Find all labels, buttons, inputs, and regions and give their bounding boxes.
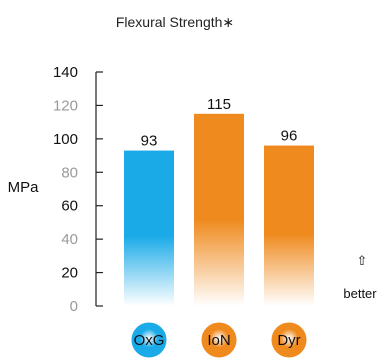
category-badges-group: OxG IoN Dyr <box>131 322 307 358</box>
y-tick-label: 60 <box>61 198 78 215</box>
value-label-ion: 115 <box>207 96 231 113</box>
category-label-ion: IoN <box>207 332 230 349</box>
category-badge-oxg <box>131 322 167 358</box>
category-badge-dyr <box>271 322 307 358</box>
bar-oxg <box>124 150 174 306</box>
y-tick-label: 20 <box>61 265 78 282</box>
y-tick-label: 120 <box>53 97 78 114</box>
category-label-dyr: Dyr <box>277 332 300 349</box>
bars-group <box>124 113 314 307</box>
y-tick-label: 40 <box>61 231 78 248</box>
bar-ion <box>194 113 244 307</box>
y-axis-label: MPa <box>8 179 40 196</box>
y-tick-label: 80 <box>61 164 78 181</box>
better-arrow-icon: ⇧ <box>357 253 368 268</box>
bar-dyr <box>264 145 314 306</box>
chart-title: Flexural Strength∗ <box>116 14 234 30</box>
category-label-oxg: OxG <box>134 332 165 349</box>
y-tick-label: 0 <box>70 298 78 315</box>
y-tick-label: 140 <box>53 64 78 81</box>
y-tick-label: 100 <box>53 131 78 148</box>
category-badge-ion <box>201 322 237 358</box>
value-label-oxg: 93 <box>141 133 158 150</box>
y-axis: 0 20 40 60 80 100 120 140 <box>53 64 103 315</box>
better-label: better <box>343 286 377 301</box>
value-labels-group: 93 115 96 <box>141 96 298 150</box>
value-label-dyr: 96 <box>281 128 298 145</box>
